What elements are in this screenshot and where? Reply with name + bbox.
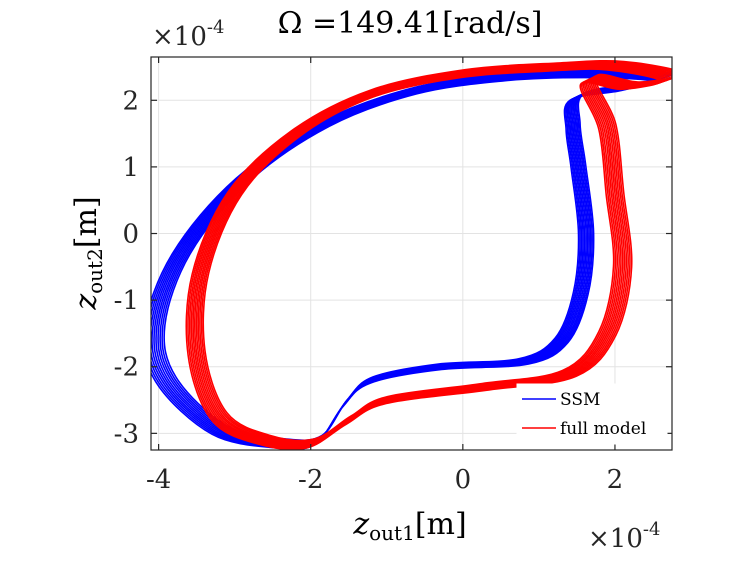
x-tick-labels: -4 -2 0 2 [146, 465, 623, 495]
x-axis-label: zout1[m] [352, 507, 466, 545]
y-tick-label: 0 [122, 220, 139, 250]
series-line [185, 60, 672, 450]
y-axis-label: zout2[m] [69, 196, 107, 310]
y-tick-label: -3 [114, 419, 139, 449]
y-tick-label: -1 [114, 286, 139, 316]
y-tick-label: 2 [122, 86, 139, 116]
x-tick-label: 0 [455, 465, 472, 495]
series-line [200, 67, 665, 443]
data-curves [151, 60, 672, 450]
y-tick-label: 1 [122, 153, 139, 183]
x-exponent-label: ×10-4 [588, 519, 660, 554]
x-tick-label: -4 [146, 465, 171, 495]
series-full-model [185, 60, 672, 450]
legend-label-ssm: SSM [560, 390, 600, 410]
x-tick-label: 2 [607, 465, 624, 495]
series-line [190, 62, 672, 448]
legend-label-full-model: full model [560, 419, 646, 439]
y-tick-labels: -3 -2 -1 0 1 2 [114, 86, 139, 449]
chart-title: Ω =149.41[rad/s] [278, 6, 543, 41]
axes-frame [150, 56, 673, 451]
y-exponent-label: ×10-4 [152, 17, 224, 52]
x-tick-label: -2 [298, 465, 323, 495]
y-tick-label: -2 [114, 353, 139, 383]
axis-ticks [151, 57, 672, 450]
legend-box [516, 383, 668, 445]
legend: SSM full model [516, 383, 668, 445]
